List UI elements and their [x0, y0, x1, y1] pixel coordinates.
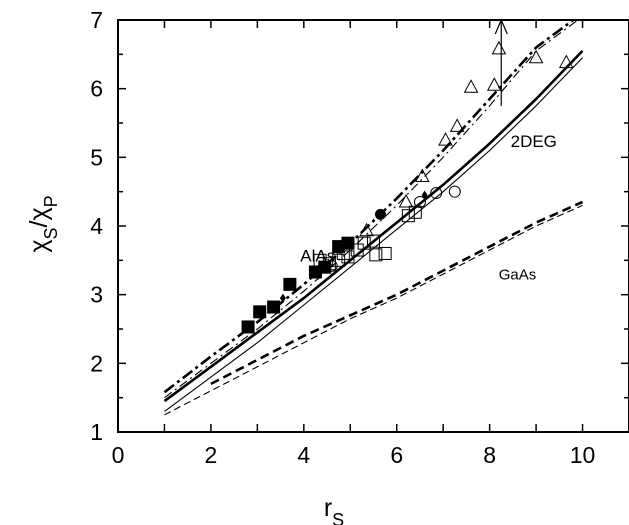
filled-square-point — [283, 277, 297, 291]
x-tick-label: 0 — [112, 442, 125, 468]
open-square-point — [401, 209, 415, 223]
open-triangle-point — [491, 40, 507, 55]
tick-group — [117, 19, 629, 433]
open-triangle-point — [486, 77, 502, 91]
open-triangle-point — [398, 193, 414, 208]
annotation-gaas: GaAs — [499, 267, 537, 284]
open-triangle-point — [463, 79, 479, 93]
curve-thin-solid — [164, 57, 583, 412]
y-tick-label: 7 — [90, 7, 103, 33]
annotation-2deg: 2DEG — [511, 132, 557, 151]
circle-center-dot — [330, 264, 334, 268]
x-tick-label: 2 — [205, 442, 218, 468]
curve-thin-dashdot — [164, 20, 579, 399]
x-tick-label: 8 — [483, 442, 496, 468]
marker-group — [241, 40, 574, 334]
filled-square-point — [267, 300, 281, 314]
curve-thick-solid — [163, 49, 584, 403]
open-circle-point — [413, 195, 426, 208]
open-square-point — [341, 250, 355, 264]
curve-thin-dashed — [164, 204, 583, 416]
y-tick-label: 1 — [90, 419, 103, 445]
open-circle-point — [430, 187, 443, 200]
x-axis-title: rS — [324, 494, 344, 525]
x-tick-label: 4 — [297, 442, 310, 468]
y-tick-label: 5 — [90, 144, 103, 170]
filled-square-point — [253, 305, 267, 319]
open-triangle-point — [558, 54, 574, 69]
open-circle-point — [448, 185, 461, 198]
filled-square-point — [241, 320, 255, 334]
y-tick-label: 6 — [90, 76, 103, 102]
filled-diamond-point — [279, 293, 286, 303]
open-square-point — [408, 205, 422, 219]
y-axis-title: χS/χP — [25, 195, 61, 252]
open-square-point — [350, 243, 364, 257]
x-tick-label: 6 — [390, 442, 403, 468]
open-square-point — [357, 236, 371, 250]
open-circle-dot-point — [325, 259, 338, 272]
filled-circle-point — [374, 208, 386, 220]
curve-group — [163, 20, 584, 416]
curve-thick-dashdot — [163, 20, 575, 394]
open-triangle-point — [359, 222, 374, 237]
filled-diamond-point — [314, 270, 321, 280]
open-triangle-point — [414, 168, 430, 183]
filled-square-point — [341, 236, 355, 250]
y-tick-label: 3 — [90, 282, 103, 308]
open-square-point — [369, 248, 383, 262]
open-square-point — [367, 234, 380, 248]
annotation-alas: AlAs — [300, 247, 335, 266]
open-triangle-point — [528, 49, 544, 64]
open-triangle-point — [438, 132, 453, 146]
filled-diamond-point — [421, 190, 428, 200]
open-triangle-point — [449, 118, 465, 132]
x-tick-label: 10 — [570, 442, 596, 468]
y-tick-label: 4 — [90, 213, 103, 239]
open-square-point — [378, 246, 392, 260]
y-tick-label: 2 — [90, 350, 103, 376]
